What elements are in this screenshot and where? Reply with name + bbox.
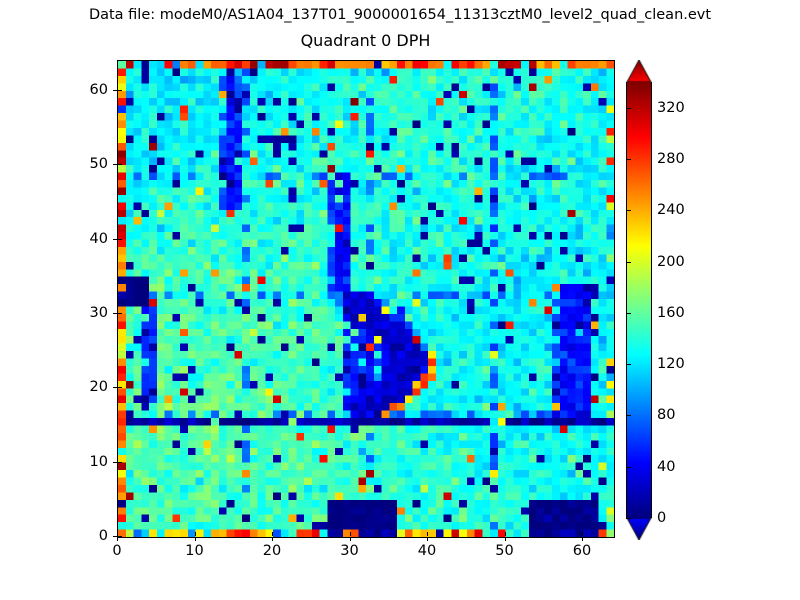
x-tick-label: 50 [495, 543, 514, 559]
y-tick-label: 0 [98, 528, 108, 544]
colorbar-tick-label: 240 [657, 202, 685, 219]
x-tick-mark-inner [272, 532, 273, 536]
x-tick-mark-inner [349, 532, 351, 536]
y-tick-mark [113, 164, 117, 166]
colorbar-tick-mark [626, 261, 631, 263]
colorbar-tick-label: 280 [657, 150, 685, 167]
x-tick-label: 60 [572, 543, 592, 559]
y-tick-mark-inner [118, 461, 122, 463]
y-tick-mark [113, 89, 117, 91]
colorbar-tick-mark [626, 210, 631, 212]
colorbar[interactable] [626, 60, 652, 540]
colorbar-tick-mark [626, 364, 631, 366]
x-tick-mark-inner [582, 532, 583, 536]
colorbar-tick-mark [626, 518, 631, 519]
detector-heatmap-image[interactable] [118, 61, 614, 537]
x-tick-mark [272, 537, 273, 541]
heatmap-axes[interactable] [117, 60, 615, 538]
y-tick-label: 10 [89, 453, 108, 470]
x-tick-label: 20 [262, 543, 282, 559]
y-tick-label: 20 [89, 379, 108, 396]
y-tick-mark-inner [118, 89, 122, 91]
x-tick-mark-inner [504, 532, 506, 536]
y-tick-mark-inner [118, 312, 122, 314]
x-tick-mark-inner [117, 532, 118, 536]
colorbar-tick-mark [626, 312, 631, 314]
y-tick-mark-inner [118, 387, 122, 389]
y-tick-mark [113, 238, 117, 240]
y-tick-mark [113, 536, 117, 537]
x-tick-mark-inner [427, 532, 428, 536]
y-tick-label: 30 [89, 304, 108, 321]
colorbar-tick-label: 160 [657, 304, 685, 321]
colorbar-tick-label: 120 [657, 356, 685, 373]
x-tick-mark [427, 537, 428, 541]
colorbar-over-arrow-icon [626, 60, 652, 82]
colorbar-tick-mark [626, 466, 631, 468]
x-tick-mark [194, 537, 196, 541]
y-tick-mark-inner [118, 536, 122, 537]
y-tick-mark [113, 387, 117, 389]
y-tick-label: 40 [89, 230, 108, 247]
x-tick-label: 10 [185, 543, 204, 559]
x-tick-mark [117, 537, 118, 541]
data-file-suptitle: Data file: modeM0/AS1A04_137T01_90000016… [88, 7, 712, 23]
x-tick-mark-inner [194, 532, 196, 536]
x-tick-mark [504, 537, 506, 541]
x-tick-label: 0 [112, 543, 122, 559]
colorbar-tick-mark [626, 415, 631, 417]
colorbar-tick-label: 320 [657, 99, 685, 116]
colorbar-tick-label: 0 [657, 510, 667, 526]
y-tick-label: 60 [89, 81, 108, 98]
colorbar-tick-mark [626, 107, 631, 109]
y-tick-mark [113, 461, 117, 463]
colorbar-tick-label: 80 [657, 407, 676, 424]
colorbar-tick-mark [626, 158, 631, 160]
y-tick-mark-inner [118, 164, 122, 166]
x-tick-label: 40 [417, 543, 437, 559]
y-tick-label: 50 [89, 156, 108, 173]
x-tick-mark [349, 537, 351, 541]
page-title: Quadrant 0 DPH [300, 31, 431, 50]
y-tick-mark [113, 312, 117, 314]
x-tick-mark [582, 537, 583, 541]
y-tick-mark-inner [118, 238, 122, 240]
x-tick-label: 30 [340, 543, 359, 559]
colorbar-under-arrow-icon [626, 518, 652, 540]
colorbar-tick-label: 40 [657, 458, 676, 475]
colorbar-gradient[interactable] [626, 82, 652, 518]
colorbar-tick-label: 200 [657, 253, 685, 270]
